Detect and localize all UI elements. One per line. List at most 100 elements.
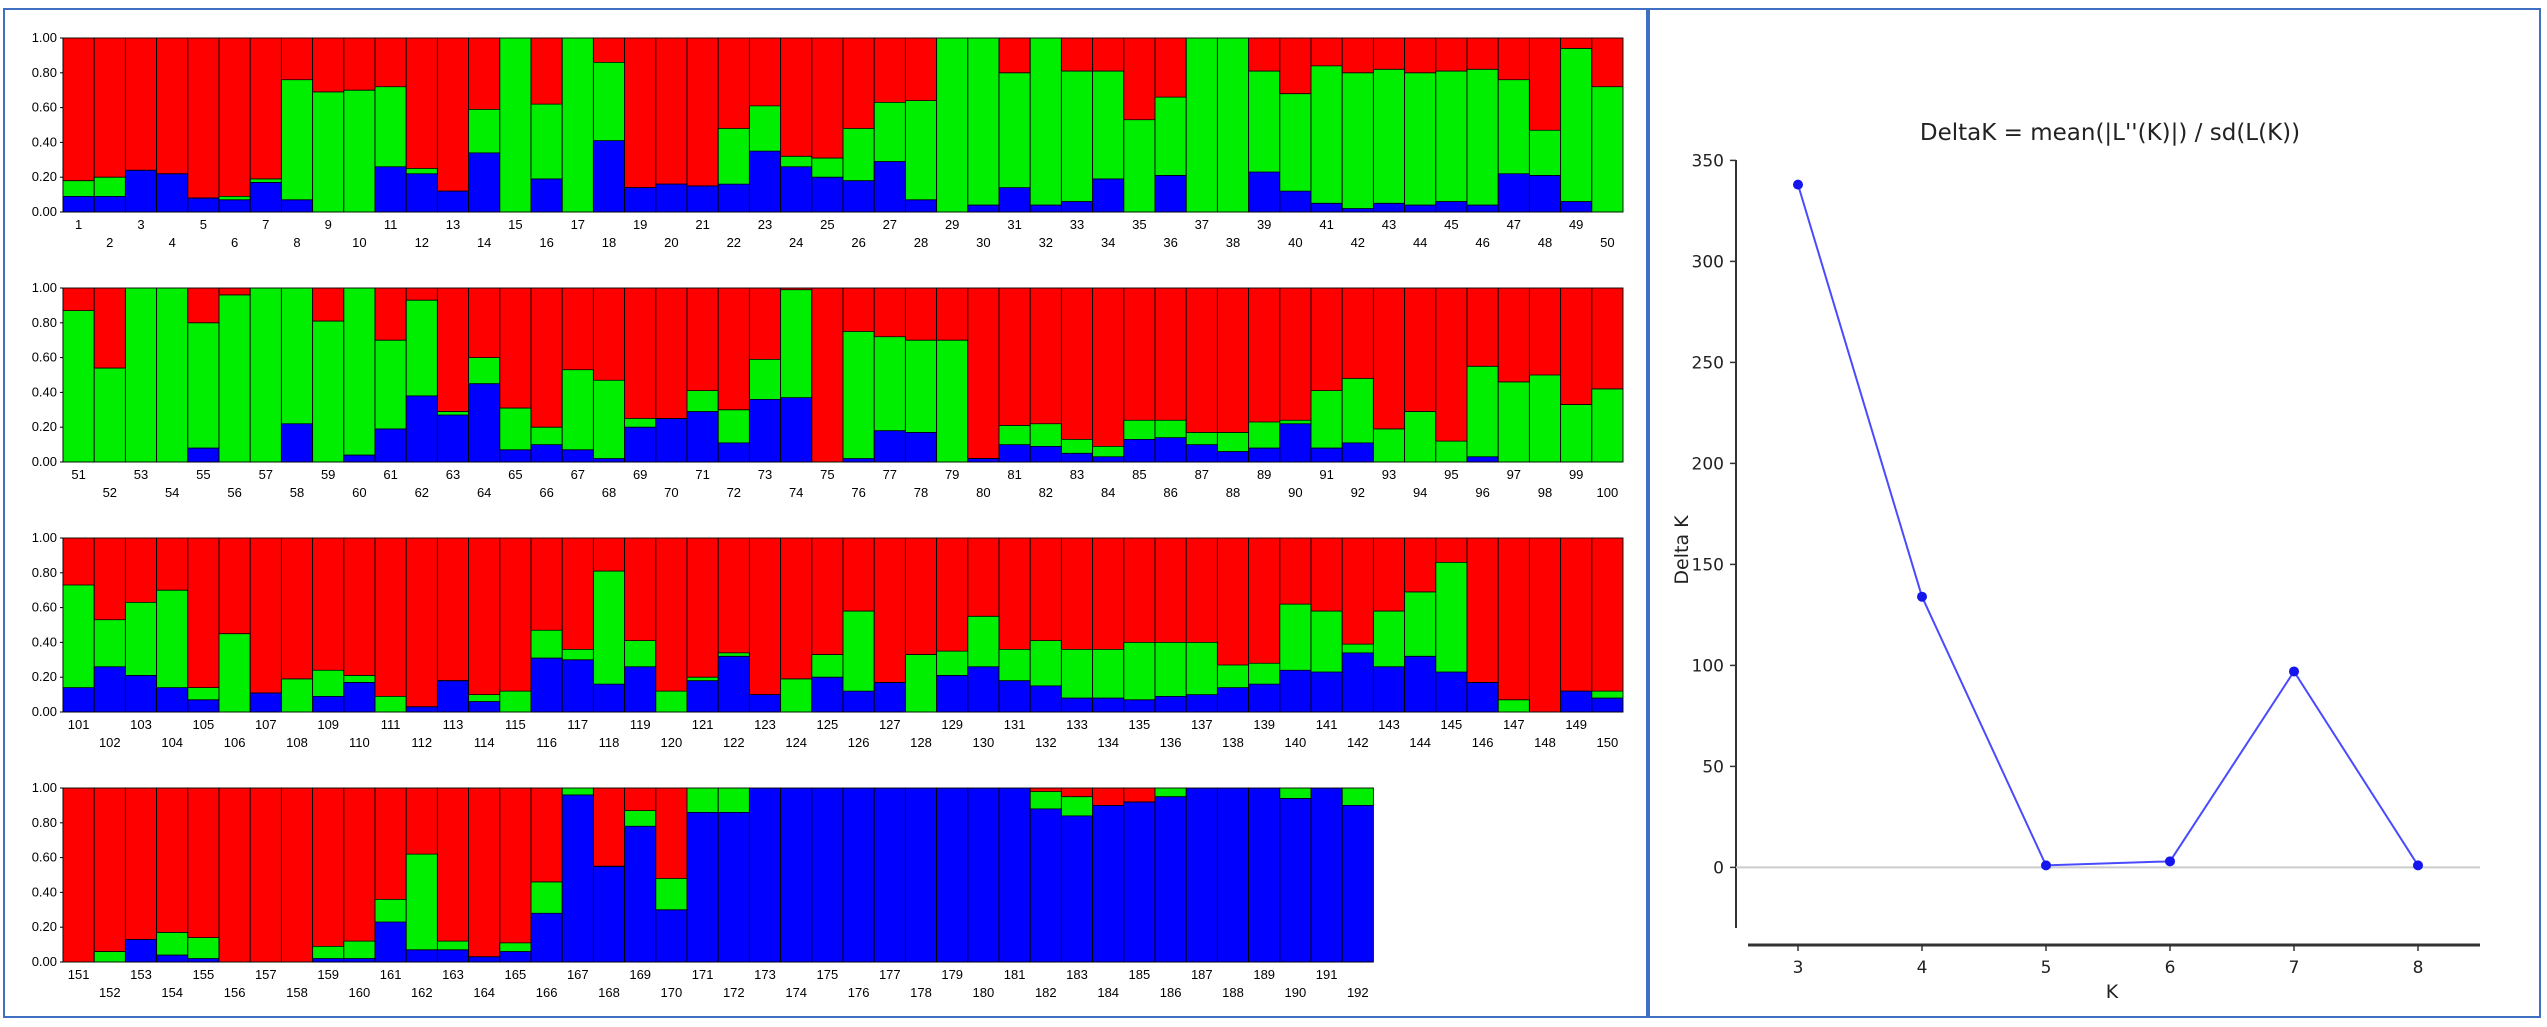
x-tick-label: 28 (914, 235, 928, 250)
bar-150-blue (1591, 698, 1623, 712)
bar-80-red (967, 288, 999, 460)
bar-148-red (1529, 538, 1561, 713)
bar-130-red (967, 538, 999, 617)
bar-16-green (531, 104, 563, 180)
x-tick-label: 109 (317, 717, 339, 732)
bar-3-red (125, 38, 157, 171)
bar-157-red (250, 788, 282, 963)
x-tick-label: 63 (446, 467, 460, 482)
x-tick-label: 159 (317, 967, 339, 982)
x-tick-label: 90 (1288, 485, 1302, 500)
bar-169-red (624, 788, 656, 812)
x-tick-label: 56 (227, 485, 241, 500)
bar-41-green (1311, 65, 1343, 204)
bar-141-green (1311, 611, 1343, 673)
bar-172-blue (718, 812, 750, 962)
x-tick-label: 153 (130, 967, 152, 982)
x-tick-label: 3 (1793, 958, 1804, 978)
bar-2-red (94, 38, 126, 178)
x-tick-label: 190 (1285, 985, 1307, 1000)
bar-120-red (655, 538, 687, 692)
x-tick-label: 82 (1039, 485, 1053, 500)
bar-118-green (593, 571, 625, 685)
bar-67-red (562, 288, 594, 371)
bar-130-blue (967, 666, 999, 712)
bar-139-red (1248, 538, 1280, 664)
x-tick-label: 31 (1007, 217, 1021, 232)
bar-73-green (749, 359, 781, 400)
bar-16-blue (531, 178, 563, 212)
bar-55-green (187, 322, 219, 449)
bar-122-green (718, 652, 750, 657)
x-tick-label: 135 (1129, 717, 1151, 732)
x-tick-label: 5 (200, 217, 207, 232)
bar-99-green (1560, 404, 1592, 463)
bar-138-red (1217, 538, 1249, 666)
bar-83-green (1061, 439, 1093, 454)
bar-79-green (936, 340, 968, 463)
bar-116-green (531, 630, 563, 659)
x-tick-label: 118 (599, 735, 620, 750)
bar-133-green (1061, 649, 1093, 699)
bar-137-red (1186, 538, 1218, 643)
x-tick-label: 121 (692, 717, 714, 732)
bar-20-blue (655, 184, 687, 212)
x-tick-label: 49 (1569, 217, 1583, 232)
bar-18-green (593, 62, 625, 142)
bar-81-green (999, 425, 1031, 446)
x-tick-label: 30 (976, 235, 990, 250)
x-tick-label: 186 (1160, 985, 1182, 1000)
bar-126-green (843, 611, 875, 692)
x-tick-label: 80 (976, 485, 990, 500)
bar-52-red (94, 288, 126, 369)
bar-92-green (1342, 378, 1374, 444)
bar-118-blue (593, 684, 625, 712)
x-tick-label: 148 (1534, 735, 1556, 750)
bar-167-blue (562, 794, 594, 962)
bar-22-blue (718, 184, 750, 212)
x-tick-label: 68 (602, 485, 616, 500)
bar-147-red (1498, 538, 1530, 701)
x-tick-label: 154 (161, 985, 183, 1000)
bar-186-green (1155, 788, 1187, 798)
x-tick-label: 119 (630, 717, 651, 732)
bar-88-blue (1217, 451, 1249, 462)
bar-102-blue (94, 666, 126, 712)
bar-40-green (1279, 93, 1311, 192)
bar-42-green (1342, 72, 1374, 210)
y-tick-label: 0.20 (32, 919, 57, 934)
bar-172-green (718, 788, 750, 813)
bar-27-green (874, 102, 906, 163)
bar-44-green (1404, 72, 1436, 206)
bar-155-red (187, 788, 219, 939)
bar-27-blue (874, 161, 906, 212)
y-axis-label: Delta K (1671, 515, 1693, 585)
bar-162-blue (406, 949, 438, 962)
bar-14-red (468, 38, 500, 110)
bar-192-green (1342, 788, 1374, 806)
bar-182-blue (1030, 808, 1062, 962)
x-tick-label: 157 (255, 967, 277, 982)
y-tick-label: 0.80 (32, 315, 57, 330)
bar-93-green (1373, 428, 1405, 463)
y-tick-label: 100 (1692, 656, 1724, 676)
x-tick-label: 146 (1472, 735, 1494, 750)
bar-112-red (406, 538, 438, 708)
y-tick-label: 250 (1692, 353, 1724, 373)
bar-107-red (250, 538, 282, 694)
bar-136-blue (1155, 696, 1187, 712)
y-tick-label: 200 (1692, 454, 1724, 474)
bar-109-blue (312, 696, 344, 712)
bar-122-red (718, 538, 750, 654)
bar-120-green (655, 691, 687, 713)
bar-95-red (1435, 288, 1467, 442)
bar-65-green (499, 408, 531, 451)
bar-93-red (1373, 288, 1405, 430)
bar-188-blue (1217, 788, 1249, 962)
x-tick-label: 173 (754, 967, 776, 982)
x-tick-label: 155 (193, 967, 215, 982)
bar-165-blue (499, 951, 531, 962)
x-tick-label: 108 (286, 735, 308, 750)
bar-56-green (219, 294, 251, 463)
x-tick-label: 17 (571, 217, 585, 232)
